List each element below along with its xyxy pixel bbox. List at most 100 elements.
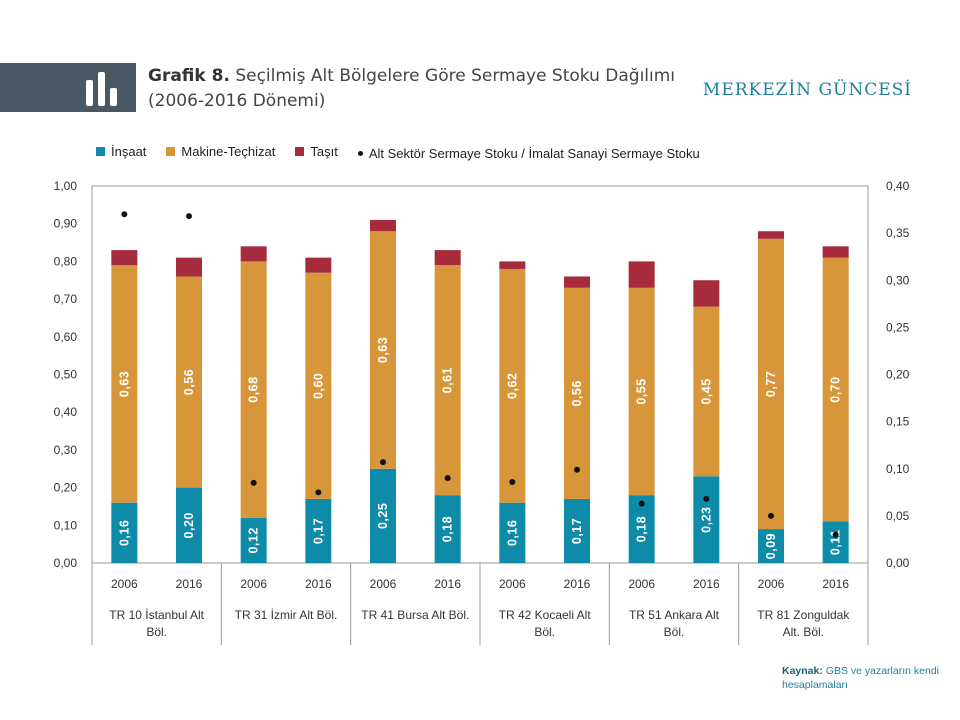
bar-insaat (176, 487, 202, 563)
ratio-point (444, 475, 451, 482)
legend-swatch (295, 147, 305, 156)
bar-data-label: 0,63 (117, 371, 131, 397)
bar-tasit (693, 280, 720, 307)
bar-data-label: 0,63 (376, 337, 390, 363)
bar-insaat (240, 517, 267, 563)
bar-data-label: 0,18 (441, 516, 455, 542)
bar-chart-icon-bar-0 (86, 80, 93, 106)
bar-makine (305, 272, 332, 499)
bar-insaat (499, 502, 526, 563)
bar-data-label: 0,20 (182, 512, 196, 538)
bar-tasit (758, 231, 784, 239)
bar-makine (434, 265, 461, 496)
x-group-label: TR 41 Bursa Alt Böl. (361, 608, 469, 622)
bar-data-label: 0,11 (829, 529, 843, 555)
y-right-tick-label: 0,40 (886, 179, 910, 193)
x-tick-label: 2006 (628, 577, 655, 591)
bar-data-label: 0,68 (247, 376, 261, 402)
legend-item: Alt Sektör Sermaye Stoku / İmalat Sanayi… (357, 146, 700, 161)
legend-label: Taşıt (310, 144, 338, 159)
ratio-point (250, 479, 257, 486)
chart-title: Grafik 8. Seçilmiş Alt Bölgelere Göre Se… (148, 64, 708, 114)
bar-data-label: 0,62 (505, 373, 519, 399)
bar-data-label: 0,70 (829, 376, 843, 402)
bar-tasit (628, 261, 655, 288)
ratio-point (638, 500, 645, 507)
bar-data-label: 0,61 (441, 367, 455, 393)
y-right-tick-label: 0,10 (886, 462, 910, 476)
bar-tasit (240, 246, 267, 262)
bar-makine (370, 231, 396, 469)
y-left-tick-label: 0,20 (54, 481, 78, 495)
x-group-label: TR 10 İstanbul Alt Böl. (109, 608, 204, 639)
bar-data-label: 0,45 (699, 378, 713, 404)
bar-data-label: 0,09 (764, 533, 778, 559)
y-left-tick-label: 1,00 (54, 179, 78, 193)
bar-insaat (434, 495, 461, 563)
bar-insaat (111, 502, 138, 563)
ratio-point (121, 211, 128, 218)
bar-data-label: 0,25 (376, 503, 390, 529)
bar-tasit (499, 261, 526, 269)
y-right-tick-label: 0,05 (886, 509, 910, 523)
legend-label: İnşaat (111, 144, 147, 159)
bar-makine (240, 261, 267, 518)
bar-tasit (822, 246, 849, 258)
y-left-tick-label: 0,30 (54, 443, 78, 457)
bar-makine (822, 257, 849, 522)
source-text: GBS ve yazarların kendi hesaplamaları (782, 665, 939, 691)
bar-data-label: 0,23 (699, 506, 713, 532)
y-left-tick-label: 0,70 (54, 292, 78, 306)
ratio-point (703, 495, 710, 502)
x-group-label: TR 42 Kocaeli Alt Böl. (499, 608, 592, 639)
legend-item: Makine-Teçhizat (166, 144, 275, 159)
bar-chart-icon-bar-2 (110, 88, 117, 106)
bar-data-label: 0,60 (311, 373, 325, 399)
legend-label: Makine-Teçhizat (181, 144, 276, 159)
x-group-label: TR 51 Ankara Alt Böl. (629, 608, 720, 639)
bar-data-label: 0,16 (117, 520, 131, 546)
legend-swatch (96, 147, 105, 156)
x-group-label: TR 31 İzmir Alt Böl. (235, 608, 338, 622)
bar-makine (693, 306, 720, 477)
x-group-label: TR 81 Zonguldak Alt. Böl. (757, 608, 850, 639)
y-right-tick-label: 0,15 (886, 415, 910, 429)
y-right-tick-label: 0,35 (886, 226, 910, 240)
x-tick-label: 2006 (499, 577, 526, 591)
legend-item: Taşıt (295, 144, 338, 159)
y-left-tick-label: 0,90 (54, 217, 78, 231)
bar-insaat (305, 498, 332, 563)
x-tick-label: 2006 (111, 577, 138, 591)
bar-tasit (305, 257, 332, 273)
bar-data-label: 0,18 (635, 516, 649, 542)
x-tick-label: 2016 (434, 577, 461, 591)
legend-label: Alt Sektör Sermaye Stoku / İmalat Sanayi… (368, 146, 700, 161)
x-tick-label: 2006 (758, 577, 785, 591)
bar-tasit (564, 276, 590, 288)
plot-area-border (91, 185, 869, 564)
bar-makine (499, 268, 526, 503)
bar-data-label: 0,56 (570, 380, 584, 406)
y-left-tick-label: 0,60 (54, 330, 78, 344)
bar-insaat (564, 498, 590, 563)
bar-data-label: 0,12 (247, 527, 261, 553)
x-tick-label: 2016 (822, 577, 849, 591)
y-right-tick-label: 0,25 (886, 320, 910, 334)
bar-makine (176, 276, 202, 488)
bar-tasit (176, 257, 202, 277)
x-tick-label: 2006 (240, 577, 267, 591)
y-left-tick-label: 0,80 (54, 254, 78, 268)
x-tick-label: 2016 (693, 577, 720, 591)
y-left-tick-label: 0,50 (54, 368, 78, 382)
bar-makine (111, 265, 138, 503)
bar-insaat (758, 529, 784, 563)
y-right-tick-label: 0,30 (886, 273, 910, 287)
bar-data-label: 0,17 (311, 518, 325, 544)
bar-data-label: 0,55 (635, 378, 649, 404)
x-tick-label: 2016 (305, 577, 332, 591)
ratio-point (574, 466, 580, 473)
bar-tasit (111, 250, 138, 266)
legend-swatch (357, 151, 363, 156)
bar-data-label: 0,17 (570, 518, 584, 544)
chart-title-prefix: Grafik 8. (148, 66, 230, 86)
